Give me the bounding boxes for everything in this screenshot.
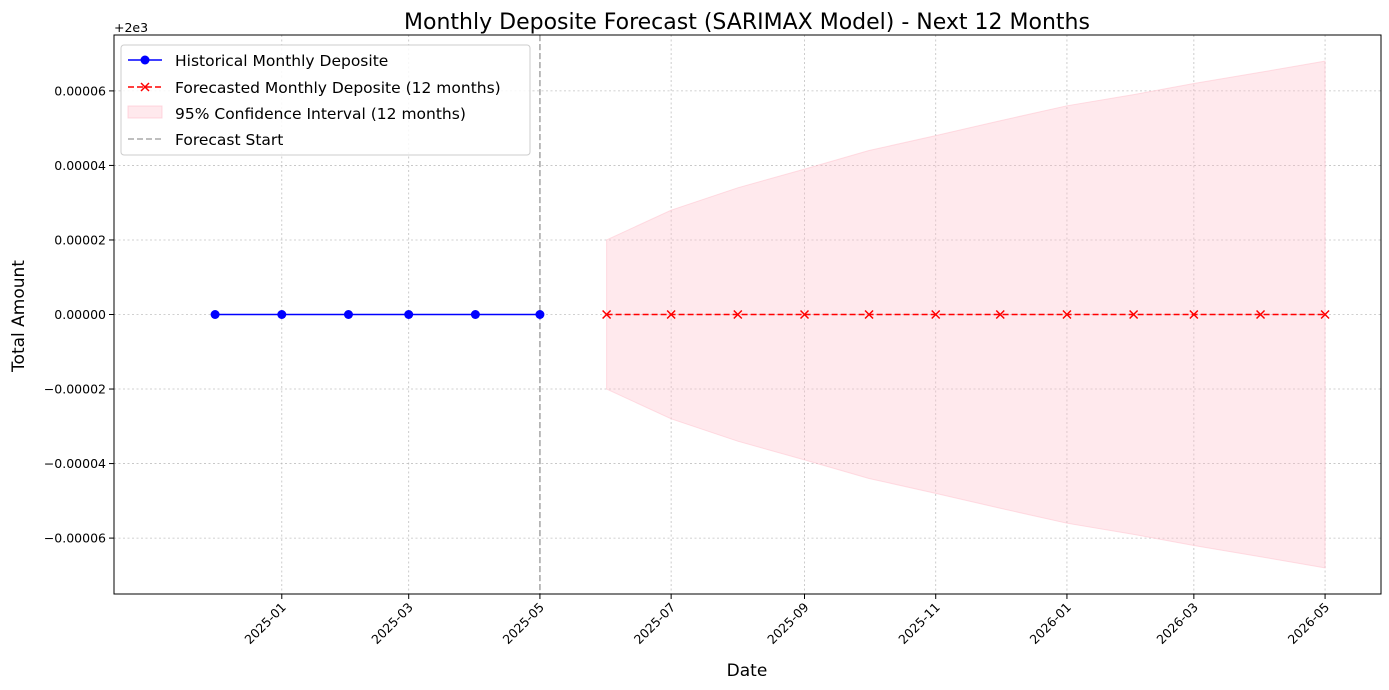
y-axis-ticks: −0.00006 −0.00004 −0.00002 0.00000 0.00002 0.… [44, 83, 114, 546]
x-tick-label: 2025-11 [895, 600, 943, 648]
y-tick-label: −0.00002 [44, 382, 106, 397]
series-layer [210, 309, 1330, 320]
x-tick-label: 2025-01 [241, 600, 289, 648]
confidence-interval-area [606, 60, 1326, 569]
data-point [1062, 309, 1072, 320]
data-point [535, 310, 545, 319]
confidence-interval-band [606, 60, 1326, 569]
data-point [995, 309, 1005, 320]
legend-ci-swatch [127, 105, 163, 119]
series-forecast [602, 309, 1330, 320]
data-point [864, 309, 874, 320]
x-tick-label: 2025-09 [764, 599, 812, 647]
chart-title: Monthly Deposite Forecast (SARIMAX Model… [404, 10, 1090, 35]
data-point [1256, 309, 1266, 320]
x-axis-ticks: 2025-01 2025-03 2025-05 2025-07 2025-09 2025-… [241, 594, 1332, 647]
series-historical [210, 310, 545, 319]
y-tick-label: 0.00006 [54, 83, 106, 98]
x-tick-label: 2025-03 [368, 600, 416, 648]
data-point [277, 310, 287, 319]
y-tick-label: −0.00006 [44, 531, 106, 546]
data-point [343, 310, 353, 319]
y-tick-label: −0.00004 [44, 456, 106, 471]
data-point [1189, 309, 1199, 320]
x-tick-label: 2025-05 [499, 600, 547, 648]
data-point [602, 309, 612, 320]
data-point [733, 309, 743, 320]
legend-box [120, 44, 531, 156]
legend-ci-label: 95% Confidence Interval (12 months) [175, 105, 466, 123]
y-axis-label: Total Amount [9, 260, 29, 373]
legend-historical-label: Historical Monthly Deposite [175, 52, 388, 70]
data-point [470, 310, 480, 319]
y-tick-label: 0.00002 [54, 232, 106, 247]
y-tick-label: 0.00004 [54, 158, 106, 173]
data-point [1320, 309, 1330, 320]
x-tick-label: 2025-07 [631, 600, 679, 648]
x-tick-label: 2026-05 [1285, 600, 1333, 648]
data-point [931, 309, 941, 320]
legend-forecast-label: Forecasted Monthly Deposite (12 months) [175, 79, 501, 97]
x-tick-label: 2026-03 [1153, 600, 1201, 648]
data-point [1129, 309, 1139, 320]
data-point [799, 309, 810, 320]
x-tick-label: 2026-01 [1027, 600, 1075, 648]
legend-forecast-start-label: Forecast Start [175, 131, 283, 149]
legend-historical-marker [140, 55, 150, 65]
legend: Historical Monthly Deposite Forecasted M… [120, 44, 531, 156]
data-point [210, 310, 220, 319]
x-axis-label: Date [727, 661, 768, 681]
y-axis-offset-label: +2e3 [114, 20, 148, 35]
data-point [404, 310, 414, 319]
legend-forecast-marker [140, 82, 150, 92]
data-point [666, 309, 676, 320]
y-tick-label: 0.00000 [54, 307, 106, 322]
